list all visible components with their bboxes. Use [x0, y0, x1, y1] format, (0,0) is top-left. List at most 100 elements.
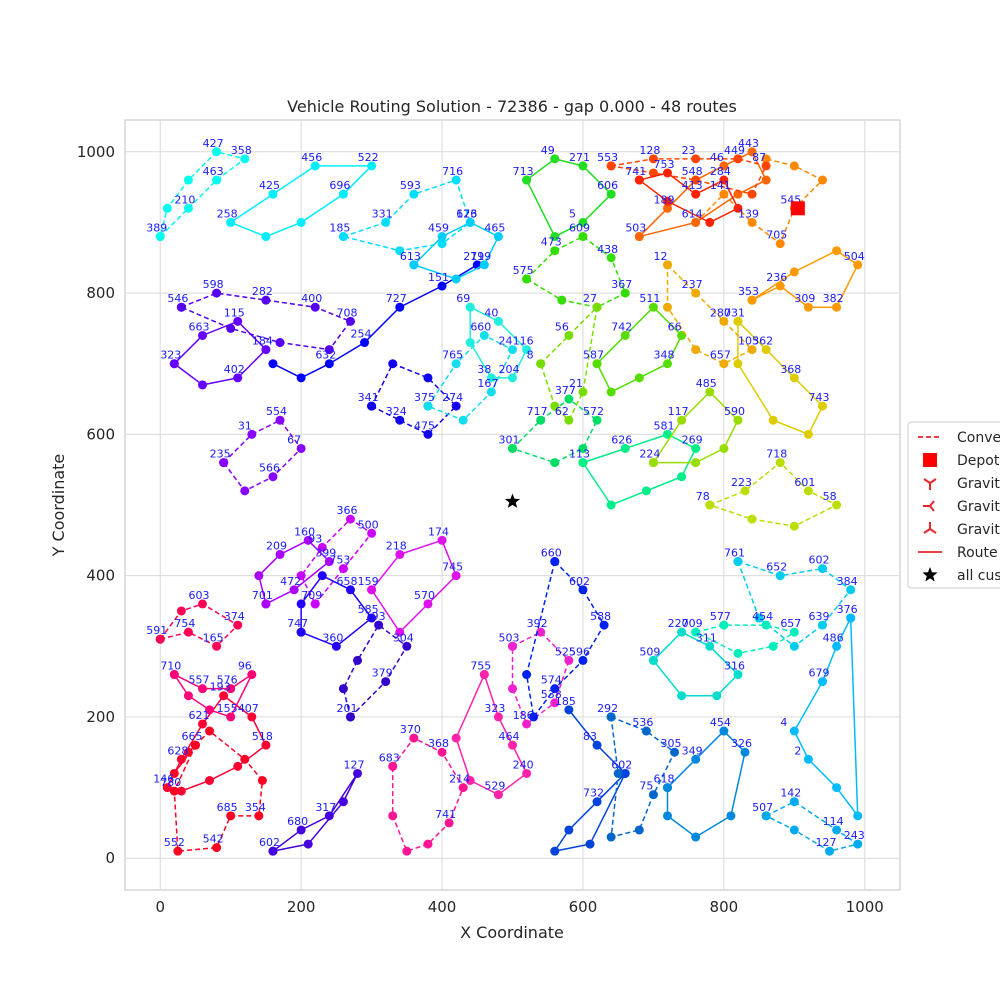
legend-label: Gravit	[957, 476, 1000, 492]
customer-point	[345, 316, 355, 326]
customer-point	[705, 217, 715, 227]
customer-label: 614	[682, 207, 703, 220]
customer-point	[691, 154, 701, 164]
customer-point	[775, 239, 785, 249]
customer-point	[219, 691, 229, 701]
customer-point	[825, 846, 835, 856]
route-22	[663, 726, 750, 842]
customer-label: 185	[329, 222, 350, 235]
customer-point	[803, 302, 813, 312]
customer-point	[423, 839, 433, 849]
x-tick-label: 200	[287, 898, 316, 916]
customer-label: 587	[583, 349, 604, 362]
route-36	[733, 316, 827, 439]
customer-point	[592, 302, 602, 312]
customer-label: 529	[484, 780, 505, 793]
customer-label: 732	[583, 787, 604, 800]
customer-point	[240, 486, 250, 496]
customer-point	[261, 740, 271, 750]
customer-point	[451, 733, 461, 743]
customer-label: 21	[569, 377, 583, 390]
customer-label: 673	[456, 207, 477, 220]
route-18	[268, 260, 482, 383]
customer-label: 485	[696, 377, 717, 390]
customer-point	[634, 175, 644, 185]
customer-label: 525	[555, 645, 576, 658]
customer-label: 438	[597, 243, 618, 256]
customer-label: 755	[470, 660, 491, 673]
route-14	[268, 768, 362, 856]
customer-label: 292	[597, 702, 618, 715]
customer-label: 389	[146, 222, 167, 235]
legend: Conve Depot Gravit Gravit Gravit Route all cus	[907, 421, 1000, 589]
route-10	[254, 535, 334, 609]
customer-label: 454	[710, 716, 731, 729]
customer-label: 718	[766, 448, 787, 461]
customer-label: 62	[555, 405, 569, 418]
customer-label: 155	[217, 702, 238, 715]
customer-point	[233, 316, 243, 326]
customer-point	[240, 754, 250, 764]
legend-label: Gravit	[957, 522, 1000, 538]
customer-point	[550, 401, 560, 411]
customer-point	[733, 203, 743, 213]
customer-point	[536, 627, 546, 637]
customer-label: 209	[266, 539, 287, 552]
legend-tri-up-icon	[923, 522, 937, 534]
customer-point	[479, 670, 489, 680]
customer-point	[275, 338, 285, 348]
customer-label: 210	[174, 193, 195, 206]
customer-point	[522, 345, 532, 355]
customer-label: 780	[160, 776, 181, 789]
route-31	[522, 232, 630, 312]
customer-point	[789, 267, 799, 277]
customer-point	[296, 599, 306, 609]
customer-label: 358	[231, 144, 252, 157]
y-tick-label: 0	[105, 849, 115, 867]
customer-label: 392	[527, 617, 548, 630]
customer-point	[183, 627, 193, 637]
customer-point	[705, 387, 715, 397]
customer-label: 38	[477, 363, 491, 376]
customer-point	[296, 627, 306, 637]
customer-point	[733, 154, 743, 164]
customer-point	[648, 790, 658, 800]
customer-point	[310, 302, 320, 312]
route-34	[648, 387, 743, 468]
customer-point	[508, 684, 517, 694]
customer-point	[458, 783, 468, 793]
customer-label: 379	[372, 667, 393, 680]
customer-label: 443	[738, 137, 759, 150]
customer-point	[409, 189, 419, 199]
customer-label: 603	[189, 589, 210, 602]
customer-point	[508, 641, 517, 651]
customer-point	[550, 684, 560, 694]
route-line	[159, 150, 247, 238]
customer-label: 114	[823, 815, 844, 828]
x-tick-label: 0	[155, 898, 165, 916]
customer-label: 464	[499, 730, 520, 743]
routes-layer	[155, 147, 863, 856]
customer-label: 632	[315, 349, 336, 362]
customer-point	[578, 161, 588, 171]
customer-point	[183, 175, 193, 185]
customer-label: 657	[710, 349, 731, 362]
customer-label: 8	[527, 349, 534, 362]
customer-point	[592, 740, 602, 750]
legend-label: Route	[957, 545, 998, 561]
customer-point	[606, 189, 616, 199]
route-line	[695, 158, 824, 245]
customer-point	[367, 401, 377, 411]
customer-point	[254, 571, 264, 581]
customer-label: 399	[315, 547, 336, 560]
customer-point	[162, 783, 172, 793]
customer-label: 254	[351, 328, 372, 341]
customer-point	[606, 161, 616, 171]
customer-point	[747, 514, 757, 524]
customer-point	[508, 740, 517, 750]
customer-point	[296, 443, 306, 453]
customer-point	[761, 175, 771, 185]
customer-point	[691, 175, 701, 185]
customer-label: 660	[541, 547, 562, 560]
